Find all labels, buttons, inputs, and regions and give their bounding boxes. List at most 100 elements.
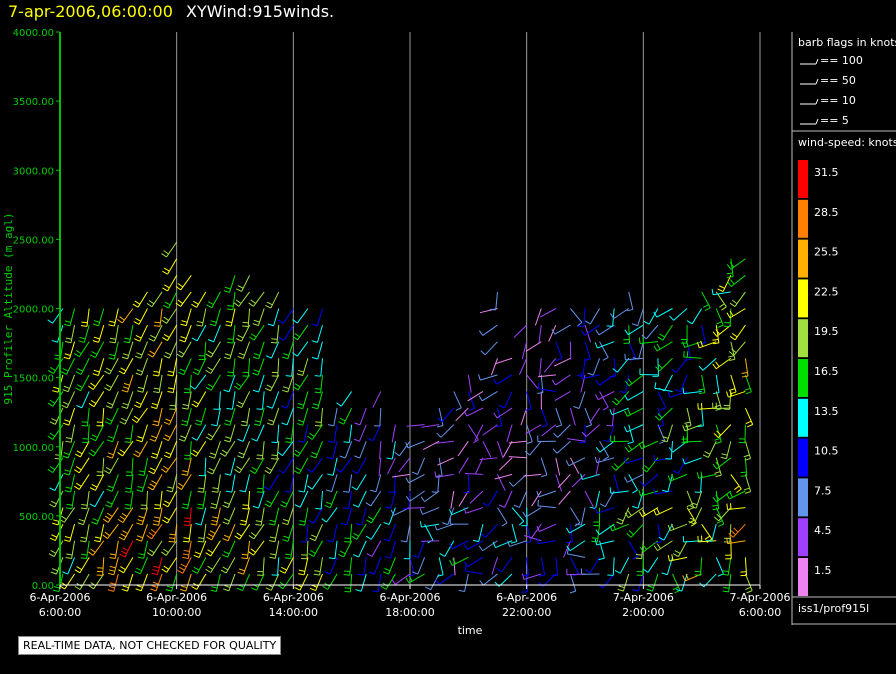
wind-barb	[494, 473, 513, 480]
barb-flag	[352, 504, 359, 508]
barb-shaft	[247, 358, 251, 377]
wind-barb	[252, 358, 265, 376]
barb-flag	[64, 323, 71, 327]
wind-barb	[638, 489, 659, 497]
barb-shaft	[187, 391, 192, 410]
barb-flag	[105, 466, 112, 471]
barb-flag	[726, 503, 729, 510]
barb-flag	[654, 415, 660, 421]
barb-flag	[667, 391, 671, 398]
barb-flag	[717, 324, 724, 328]
wind-barb	[522, 507, 542, 518]
barb-shaft	[744, 407, 754, 425]
wind-barb	[150, 391, 163, 410]
barb-flag	[726, 312, 731, 319]
wind-barb	[614, 557, 630, 574]
barb-flag	[728, 358, 736, 362]
wind-barb	[256, 441, 265, 460]
barb-shaft	[232, 291, 236, 310]
barb-shaft	[69, 308, 76, 327]
wind-barb	[197, 474, 207, 493]
barb-shaft	[153, 324, 163, 342]
barb-shaft	[123, 557, 134, 574]
wind-barb	[343, 424, 353, 443]
wind-barb	[653, 308, 673, 318]
barb-flag	[241, 557, 248, 560]
barb-shaft	[569, 407, 576, 426]
barb-shaft	[331, 474, 338, 492]
barb-shaft	[151, 540, 163, 557]
barb-flag	[198, 487, 205, 490]
wind-barb	[106, 424, 119, 443]
barb-shaft	[727, 540, 746, 545]
barb-shaft	[729, 524, 732, 543]
barb-shaft	[320, 358, 323, 377]
wind-barb	[437, 407, 455, 423]
barb-shaft	[698, 473, 717, 479]
barb-shaft	[256, 573, 265, 591]
barb-flag	[76, 566, 83, 571]
barb-shaft	[628, 540, 639, 557]
barb-flag	[163, 548, 169, 553]
barb-flag	[281, 500, 288, 505]
barb-shaft	[599, 440, 615, 453]
speed-swatch	[798, 199, 808, 238]
barb-flag	[268, 540, 276, 543]
barb-shaft	[215, 507, 221, 526]
barb-flag	[690, 505, 697, 509]
wind-barb	[74, 440, 90, 458]
barb-shaft	[204, 457, 207, 476]
wind-barb	[658, 523, 673, 541]
wind-barb	[79, 524, 90, 543]
wind-barb	[178, 358, 192, 376]
barb-flag	[207, 383, 214, 388]
barb-flag	[106, 488, 113, 492]
barb-flag	[207, 549, 213, 554]
barb-shaft	[701, 523, 713, 540]
barb-flag	[698, 388, 705, 391]
wind-barb	[565, 457, 586, 467]
wind-barb	[584, 557, 601, 574]
wind-barb	[124, 490, 134, 510]
barb-flag	[696, 341, 700, 348]
barb-flag	[716, 321, 723, 325]
barb-flag	[236, 587, 243, 592]
barb-shaft	[225, 557, 236, 574]
barb-flag	[65, 440, 72, 443]
wind-barb	[394, 440, 411, 457]
wind-barb	[336, 391, 353, 407]
barb-flag	[492, 541, 496, 548]
barb-shaft	[715, 374, 720, 393]
wind-barb	[340, 507, 353, 526]
barb-flag	[296, 406, 303, 410]
wind-barb	[480, 341, 498, 356]
barb-shaft	[111, 391, 119, 409]
barb-shaft	[187, 490, 192, 509]
barb-flag	[225, 419, 232, 423]
barb-flag	[726, 537, 729, 544]
barb-flag	[452, 558, 456, 565]
barb-shaft	[182, 557, 192, 574]
barb-flag	[697, 425, 704, 428]
barb-shaft	[728, 390, 746, 398]
barb-flag	[712, 331, 718, 337]
wind-barb	[117, 507, 134, 523]
wind-barb	[581, 424, 600, 437]
barb-shaft	[346, 507, 353, 526]
wind-barb	[699, 324, 706, 345]
barb-flag	[541, 424, 548, 428]
wind-barb	[458, 573, 469, 593]
barb-flag	[266, 405, 273, 409]
barb-flag	[726, 264, 732, 270]
barb-flag	[212, 487, 219, 490]
barb-flag	[89, 354, 96, 359]
barb-flag	[551, 574, 558, 577]
barb-flag	[64, 353, 71, 356]
wind-barb	[91, 507, 105, 525]
barb-shaft	[729, 490, 746, 500]
barb-shaft	[327, 573, 338, 590]
barb-flag	[463, 410, 468, 417]
barb-flag	[109, 341, 116, 344]
barb-flag	[591, 537, 598, 539]
wind-barb	[661, 424, 673, 443]
